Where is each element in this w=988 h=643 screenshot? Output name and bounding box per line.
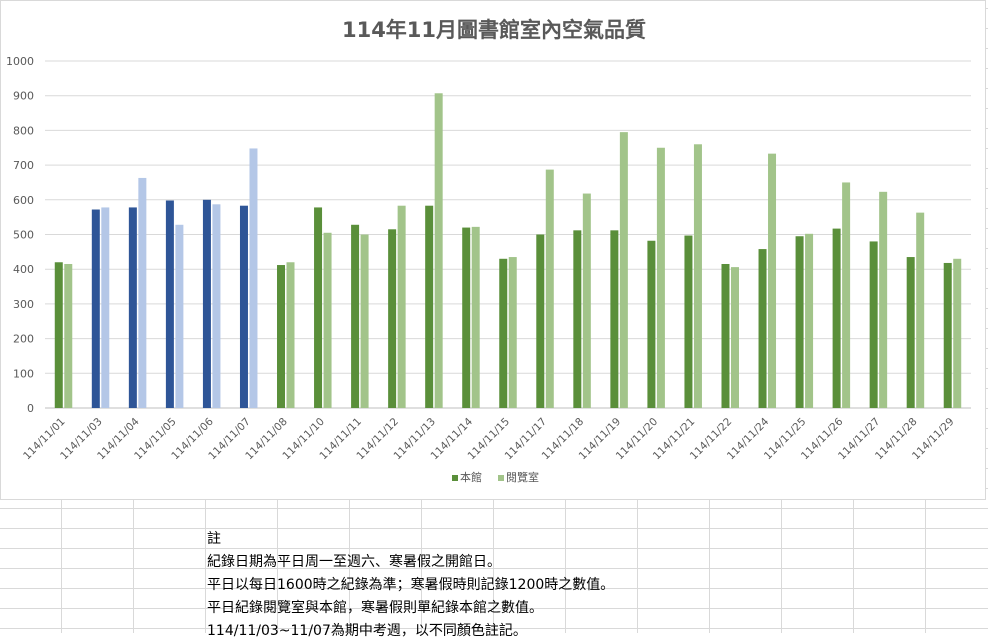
bar-main-library[interactable] <box>314 207 323 408</box>
bar-main-library[interactable] <box>795 236 804 408</box>
bar-main-library[interactable] <box>165 200 174 408</box>
chart-title: 114年11月圖書館室內空氣品質 <box>342 18 646 42</box>
notes-block: 註 紀錄日期為平日周一至週六、寒暑假之開館日。 平日以每日1600時之紀錄為準；… <box>207 528 967 643</box>
bar-main-library[interactable] <box>536 234 545 409</box>
bar-main-library[interactable] <box>610 230 619 408</box>
y-tick-label: 0 <box>27 402 34 415</box>
y-tick-label: 300 <box>13 298 34 311</box>
bar-reading-room[interactable] <box>397 205 406 408</box>
y-tick-label: 200 <box>13 333 34 346</box>
bar-main-library[interactable] <box>721 263 730 408</box>
y-tick-label: 600 <box>13 194 34 207</box>
bar-reading-room[interactable] <box>323 232 332 408</box>
bar-main-library[interactable] <box>869 241 878 408</box>
bar-main-library[interactable] <box>277 265 286 408</box>
bar-main-library[interactable] <box>943 262 952 408</box>
bar-main-library[interactable] <box>388 229 397 408</box>
bar-main-library[interactable] <box>202 199 211 408</box>
y-tick-label: 400 <box>13 263 34 276</box>
legend-label-reading-room: 閱覽室 <box>506 470 539 484</box>
bar-reading-room[interactable] <box>138 177 147 408</box>
bar-reading-room[interactable] <box>64 263 73 408</box>
bar-main-library[interactable] <box>832 228 841 408</box>
bar-reading-room[interactable] <box>249 148 258 408</box>
bar-reading-room[interactable] <box>879 191 888 408</box>
bar-main-library[interactable] <box>573 230 582 408</box>
bar-chart: 114年11月圖書館室內空氣品質 0 100 200 300 400 500 600 700 8… <box>6 18 971 484</box>
bar-reading-room[interactable] <box>101 207 110 408</box>
chart-area[interactable]: 114年11月圖書館室內空氣品質 0 100 200 300 400 500 600 700 8… <box>0 0 986 500</box>
bar-reading-room[interactable] <box>619 132 628 408</box>
y-tick-label: 1000 <box>6 55 34 68</box>
bar-main-library[interactable] <box>54 262 63 408</box>
bar-main-library[interactable] <box>758 249 767 408</box>
bar-reading-room[interactable] <box>693 144 702 408</box>
bar-reading-room[interactable] <box>953 258 962 408</box>
bar-main-library[interactable] <box>128 207 137 408</box>
y-tick-label: 500 <box>13 229 34 242</box>
y-tick-label: 700 <box>13 159 34 172</box>
bar-main-library[interactable] <box>351 224 360 408</box>
bar-main-library[interactable] <box>239 205 248 408</box>
bar-reading-room[interactable] <box>175 224 184 408</box>
note-line-4: 114/11/03~11/07為期中考週，以不同顏色註記。 <box>207 623 527 639</box>
bar-reading-room[interactable] <box>805 233 814 408</box>
bar-reading-room[interactable] <box>434 93 443 409</box>
legend-swatch-main-library <box>452 475 458 481</box>
y-tick-label: 900 <box>13 90 34 103</box>
legend-swatch-reading-room <box>498 475 504 481</box>
note-line-2: 平日以每日1600時之紀錄為準；寒暑假時則記錄1200時之數值。 <box>207 577 615 593</box>
bar-main-library[interactable] <box>425 205 434 408</box>
bar-reading-room[interactable] <box>286 262 295 408</box>
bar-reading-room[interactable] <box>545 169 554 408</box>
bar-reading-room[interactable] <box>471 226 480 408</box>
bar-reading-room[interactable] <box>212 204 221 408</box>
bar-main-library[interactable] <box>462 227 471 408</box>
bar-main-library[interactable] <box>499 258 508 408</box>
legend-label-main-library: 本館 <box>460 470 482 484</box>
bar-reading-room[interactable] <box>508 257 517 408</box>
chart-legend: 本館 閱覽室 <box>452 470 539 484</box>
bar-reading-room[interactable] <box>582 193 591 408</box>
bar-reading-room[interactable] <box>360 234 369 409</box>
bar-reading-room[interactable] <box>916 212 925 408</box>
bar-reading-room[interactable] <box>730 267 739 408</box>
y-tick-label: 800 <box>13 124 34 137</box>
bar-reading-room[interactable] <box>768 153 777 408</box>
note-line-1: 紀錄日期為平日周一至週六、寒暑假之開館日。 <box>207 554 501 570</box>
bar-main-library[interactable] <box>647 240 656 408</box>
note-line-3: 平日紀錄閱覽室與本館，寒暑假則單紀錄本館之數值。 <box>207 600 543 616</box>
notes-heading: 註 <box>207 531 221 547</box>
bar-main-library[interactable] <box>906 257 915 408</box>
bar-main-library[interactable] <box>684 235 693 408</box>
y-tick-label: 100 <box>13 367 34 380</box>
bar-reading-room[interactable] <box>656 147 665 408</box>
bar-reading-room[interactable] <box>842 182 851 408</box>
bar-main-library[interactable] <box>91 209 100 408</box>
